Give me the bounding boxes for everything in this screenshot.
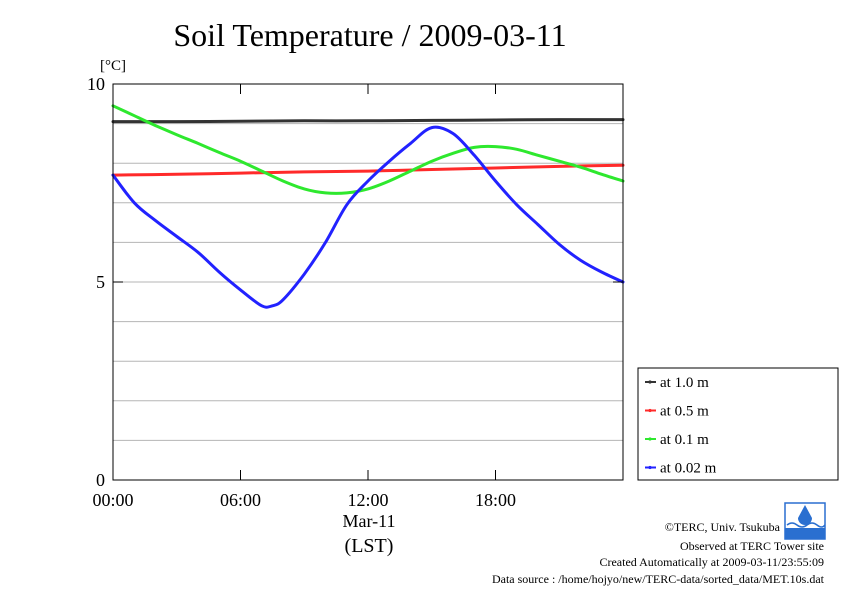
series-line-2 [111,163,625,177]
x-tick-label: 12:00 [347,490,388,510]
legend-marker [648,437,652,441]
y-tick-label: 10 [87,74,105,94]
legend-marker [648,465,652,470]
series-line-1 [111,118,625,124]
axis-ticks: 0 5 10 00:00 06:00 12:00 18:00 [87,74,623,510]
y-tick-label: 5 [96,272,105,292]
x-axis-title: (LST) [345,535,394,557]
created-text: Created Automatically at 2009-03-11/23:5… [599,555,824,569]
x-axis-date-label: Mar-11 [343,511,396,531]
data-source-text: Data source : /home/hojyo/new/TERC-data/… [492,572,825,586]
legend-marker [648,408,652,413]
grid-lines [113,123,623,441]
legend-marker [648,380,652,384]
legend-label: at 0.02 m [660,461,717,477]
series-line-3 [111,104,625,195]
x-tick-label: 18:00 [475,490,516,510]
copyright-text: ©TERC, Univ. Tsukuba [665,520,781,534]
y-axis-unit: [°C] [100,58,126,74]
x-tick-label: 00:00 [92,490,133,510]
chart-title: Soil Temperature / 2009-03-11 [173,17,566,53]
legend: at 1.0 m at 0.5 m at 0.1 m at 0.02 m [637,367,839,481]
terc-logo [784,502,826,540]
observed-text: Observed at TERC Tower site [680,539,824,553]
legend-label: at 1.0 m [660,375,709,391]
x-tick-label: 06:00 [220,490,261,510]
y-tick-label: 0 [96,470,105,490]
series-lines [111,104,625,309]
legend-label: at 0.1 m [660,432,709,448]
legend-box [637,367,839,481]
legend-label: at 0.5 m [660,404,709,420]
series-line-4 [111,125,625,309]
